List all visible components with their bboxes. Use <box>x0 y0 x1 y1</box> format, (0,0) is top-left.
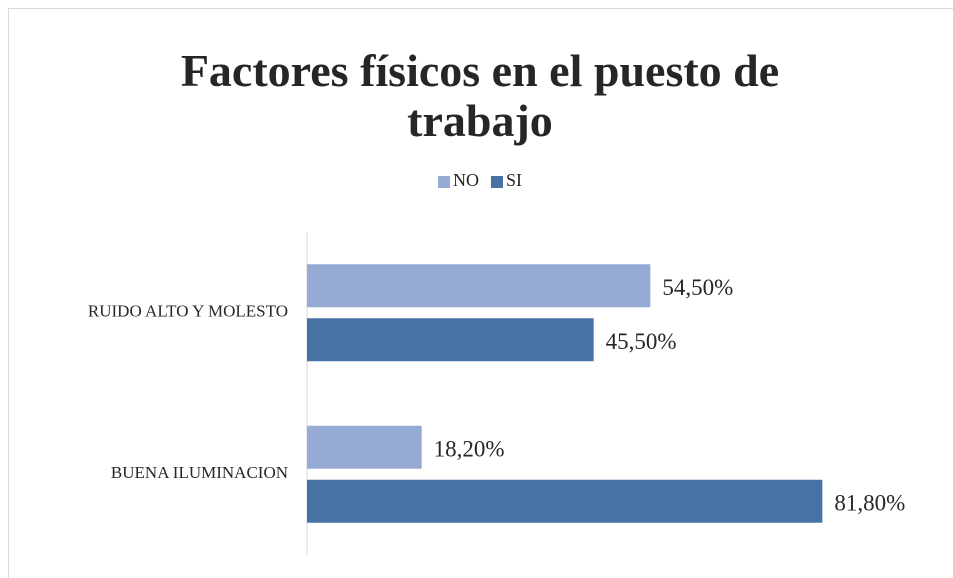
category-label: BUENA ILUMINACION <box>111 463 288 482</box>
chart-border <box>8 8 953 578</box>
legend-label: SI <box>506 170 522 190</box>
legend-label: NO <box>453 170 479 190</box>
chart-title: Factores físicos en el puesto de trabajo <box>181 45 779 146</box>
data-label: 45,50% <box>606 329 677 354</box>
bar <box>307 479 823 523</box>
category-label: RUIDO ALTO Y MOLESTO <box>88 302 288 321</box>
bar <box>307 264 651 308</box>
data-label: 54,50% <box>662 275 733 300</box>
bar <box>307 318 594 362</box>
data-label: 81,80% <box>834 491 905 516</box>
data-label: 18,20% <box>434 437 505 462</box>
legend-swatch <box>437 176 450 188</box>
legend-swatch <box>490 176 503 188</box>
bar <box>307 425 422 469</box>
